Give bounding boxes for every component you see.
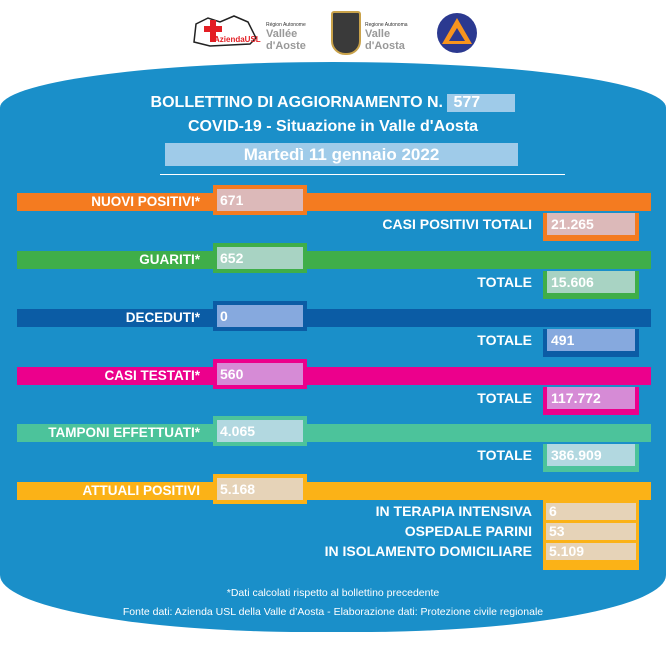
- total-label-deceduti: TOTALE: [477, 332, 532, 348]
- detail-value: 5.109: [546, 543, 636, 560]
- row-value-testati: 560: [213, 359, 307, 389]
- row-value-nuovi: 671: [213, 185, 307, 215]
- logo-bar: AziendaUSL Région Autonome Vallée d'Aoste…: [0, 8, 666, 58]
- bottom-wave: [0, 632, 666, 672]
- row-value-guariti: 652: [213, 243, 307, 273]
- usl-logo: AziendaUSL: [190, 12, 262, 50]
- total-value-tamponi: 386.909: [543, 444, 639, 472]
- row-label-testati: CASI TESTATI*: [104, 368, 200, 383]
- row-label-guariti: GUARITI*: [139, 252, 200, 267]
- total-value-deceduti: 491: [543, 329, 639, 357]
- total-value-testati: 117.772: [543, 387, 639, 415]
- svg-text:AziendaUSL: AziendaUSL: [214, 35, 261, 44]
- bulletin-date: Martedì 11 gennaio 2022: [165, 143, 518, 166]
- row-bar-nuovi: [17, 193, 651, 211]
- bulletin-title: BOLLETTINO DI AGGIORNAMENTO N. 577: [0, 94, 666, 112]
- row-bar-tamponi: [17, 424, 651, 442]
- row-bar-attuali: [17, 482, 651, 500]
- row-value-deceduti: 0: [213, 301, 307, 331]
- row-label-nuovi: NUOVI POSITIVI*: [91, 194, 200, 209]
- row-bar-guariti: [17, 251, 651, 269]
- vda-fr-logo: Région Autonome Vallée d'Aoste: [266, 22, 306, 52]
- row-value-tamponi: 4.065: [213, 416, 307, 446]
- row-label-tamponi: TAMPONI EFFETTUATI*: [48, 425, 200, 440]
- footnote: *Dati calcolati rispetto al bollettino p…: [226, 587, 440, 599]
- protezione-civile-logo: [436, 12, 478, 56]
- total-label-testati: TOTALE: [477, 390, 532, 406]
- row-bar-deceduti: [17, 309, 651, 327]
- bulletin-subtitle: COVID-19 - Situazione in Valle d'Aosta: [187, 118, 479, 135]
- vda-it-logo: Regione Autonoma Valle d'Aosta: [365, 22, 408, 52]
- detail-value: 53: [546, 523, 636, 540]
- total-label-tamponi: TOTALE: [477, 447, 532, 463]
- row-label-attuali: ATTUALI POSITIVI: [82, 483, 201, 498]
- source-note: Fonte dati: Azienda USL della Valle d’Ao…: [122, 606, 544, 618]
- total-value-nuovi: 21.265: [543, 213, 639, 241]
- divider: [160, 174, 565, 175]
- detail-value: 6: [546, 503, 636, 520]
- detail-label: IN ISOLAMENTO DOMICILIARE: [324, 543, 532, 559]
- crest-icon: [331, 11, 361, 55]
- row-value-attuali: 5.168: [213, 474, 307, 504]
- row-label-deceduti: DECEDUTI*: [125, 310, 200, 325]
- total-label-nuovi: CASI POSITIVI TOTALI: [382, 216, 532, 232]
- detail-label: OSPEDALE PARINI: [404, 523, 532, 539]
- row-bar-testati: [17, 367, 651, 385]
- bulletin-number: 577: [447, 94, 516, 112]
- total-value-guariti: 15.606: [543, 271, 639, 299]
- detail-label: IN TERAPIA INTENSIVA: [375, 503, 532, 519]
- total-label-guariti: TOTALE: [477, 274, 532, 290]
